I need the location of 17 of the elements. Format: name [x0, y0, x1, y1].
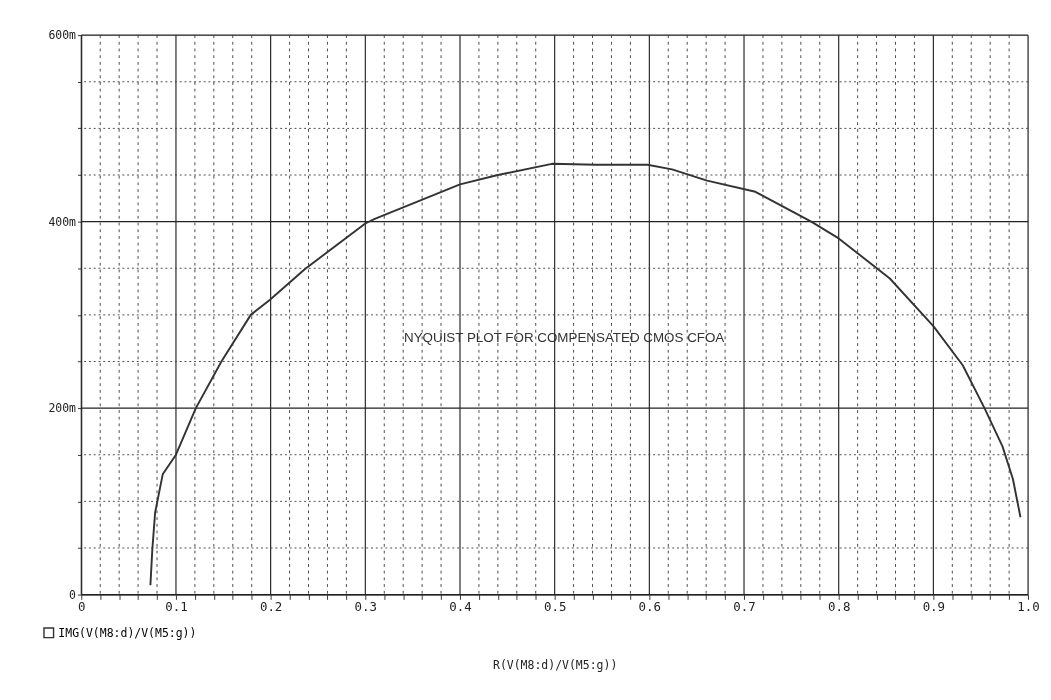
y-tick-label: 200m [48, 401, 77, 416]
x-tick-label: 1.0 [1017, 599, 1040, 615]
legend-label: IMG(V(M8:d)/V(M5:g)) [58, 625, 197, 640]
y-tick-label: 0 [69, 587, 77, 602]
x-axis-title: R(V(M8:d)/V(M5:g)) [493, 657, 618, 672]
x-tick-label: 0.9 [922, 599, 946, 615]
x-tick-label: 0.7 [733, 599, 756, 615]
x-tick-label: 0.5 [543, 599, 567, 615]
x-tick-label: 0.2 [259, 599, 283, 615]
x-tick-label: 0.4 [449, 599, 472, 615]
x-tick-label: 0.1 [165, 599, 188, 615]
line-series [149, 162, 1022, 587]
x-tick-label: 0.3 [354, 599, 378, 615]
y-tick-label: 600m [48, 28, 77, 43]
y-tick-label: 400m [48, 214, 77, 229]
x-tick-label: 0.8 [827, 599, 851, 615]
x-tick-label: 0.6 [638, 599, 662, 615]
